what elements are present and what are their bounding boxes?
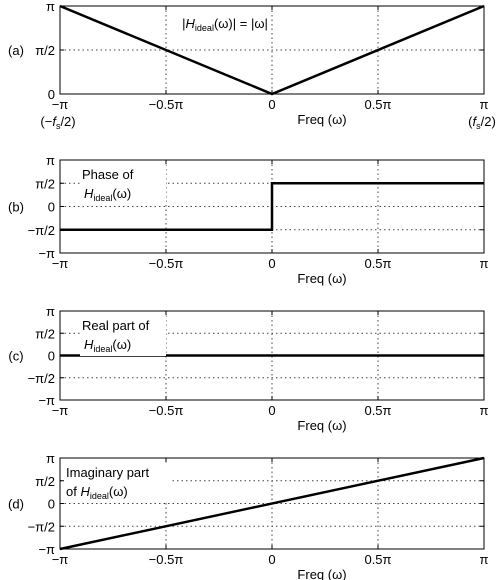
- x-tick-label: π: [480, 97, 489, 112]
- y-tick-label: π/2: [35, 43, 55, 58]
- y-tick-label: −π/2: [28, 519, 55, 534]
- y-tick-label: π/2: [35, 326, 55, 341]
- y-tick-label: −π: [38, 393, 55, 408]
- series-line: [59, 456, 485, 551]
- x-axis-label: Freq (ω): [297, 112, 346, 127]
- x-tick-label: 0.5π: [364, 403, 391, 418]
- x-tick-label: 0.5π: [364, 256, 391, 271]
- series-line: [60, 182, 484, 232]
- y-tick-label: −π/2: [28, 371, 55, 386]
- y-tick-label: π: [46, 153, 55, 168]
- x-tick-label: −π: [52, 97, 69, 112]
- x-extra-label-left-part: (−: [40, 114, 52, 129]
- x-tick-label: −π: [52, 403, 69, 418]
- y-tick-label: 0: [48, 200, 55, 215]
- panel-annotation-line1: Real part of: [82, 318, 150, 333]
- y-tick-label: −π: [38, 246, 55, 261]
- panel-label: (b): [8, 200, 24, 215]
- y-tick-label: π: [46, 304, 55, 319]
- x-extra-label-left-part: f: [52, 114, 57, 129]
- panel-annotation-part: ideal: [195, 23, 214, 33]
- x-tick-label: 0: [268, 403, 275, 418]
- x-axis-label: Freq (ω): [297, 418, 346, 433]
- x-extra-label-left: (−fs/2): [40, 114, 75, 131]
- panel-annotation-line2: Hideal(ω): [84, 337, 131, 354]
- panel-annotation-part: |: [182, 16, 185, 31]
- panel-annotation-line2-part: ideal: [93, 344, 112, 354]
- x-tick-label: 0: [268, 256, 275, 271]
- x-axis-label: Freq (ω): [297, 271, 346, 286]
- x-tick-label: π: [480, 552, 489, 567]
- x-tick-label: π: [480, 403, 489, 418]
- panel-label: (d): [8, 497, 24, 512]
- chart-panel-b: −π −0.5π 0 0.5π π −π −π/2 0 π/2 π (b) Freq (ω) Phase…: [8, 153, 488, 286]
- annotation-background: [80, 316, 166, 356]
- x-extra-label-left-part: s: [56, 121, 61, 131]
- x-tick-label: −0.5π: [149, 97, 184, 112]
- x-tick-label: −0.5π: [149, 552, 184, 567]
- chart-panel-c: −π −0.5π 0 0.5π π −π −π/2 0 π/2 π (c) Freq (ω) Real …: [8, 304, 488, 433]
- x-extra-label-right-part: /2): [481, 114, 496, 129]
- x-extra-label-right-part: s: [476, 121, 481, 131]
- y-tick-label: 0: [48, 349, 55, 364]
- panel-annotation-line1: Imaginary part: [66, 465, 149, 480]
- panel-annotation-line1: Phase of: [82, 167, 134, 182]
- chart-panel-a: −π −0.5π 0 0.5π π0π/2π(a)Freq (ω)(−fs/2) (fs/…: [8, 0, 496, 131]
- x-tick-label: −0.5π: [149, 403, 184, 418]
- y-tick-label: −π: [38, 542, 55, 557]
- panel-label: (a): [8, 43, 24, 58]
- y-tick-label: 0: [48, 497, 55, 512]
- x-extra-label-right: (fs/2): [468, 114, 496, 131]
- chart-panel-d: −π −0.5π 0 0.5π π −π −π/2 0 π/2 π (d) Freq (ω) Imagi…: [8, 451, 488, 580]
- panel-annotation-line2-part: of: [66, 484, 80, 499]
- x-axis-label: Freq (ω): [297, 567, 346, 580]
- panel-annotation-line2-part: ideal: [93, 193, 112, 203]
- x-tick-label: −π: [52, 256, 69, 271]
- y-tick-label: 0: [48, 87, 55, 102]
- x-tick-label: 0.5π: [364, 552, 391, 567]
- x-tick-label: π: [480, 256, 489, 271]
- series-line: [59, 4, 485, 96]
- y-tick-label: π: [46, 0, 55, 14]
- x-extra-label-right-part: f: [473, 114, 478, 129]
- panel-annotation-line2-part: (ω): [109, 484, 128, 499]
- x-extra-label-left-part: /2): [60, 114, 75, 129]
- panel-annotation-line2-part: (ω): [112, 337, 131, 352]
- y-tick-label: −π/2: [28, 223, 55, 238]
- y-tick-label: π/2: [35, 474, 55, 489]
- panel-label: (c): [8, 349, 23, 364]
- panel-annotation-line2: Hideal(ω): [84, 186, 131, 203]
- x-tick-label: 0: [268, 552, 275, 567]
- panel-annotation-line2-part: H: [84, 337, 94, 352]
- x-extra-label-right-part: (: [468, 114, 473, 129]
- x-tick-label: 0.5π: [364, 97, 391, 112]
- panel-annotation-line2-part: H: [84, 186, 94, 201]
- panel-annotation-line2-part: H: [80, 484, 90, 499]
- y-tick-label: π/2: [35, 176, 55, 191]
- panel-annotation-line2: of Hideal(ω): [66, 484, 128, 501]
- panel-annotation-part: (ω)| = |ω|: [214, 16, 268, 31]
- panel-annotation: |Hideal(ω)| = |ω|: [182, 16, 268, 33]
- annotation-background: [64, 463, 172, 503]
- panel-annotation-line2-part: ideal: [90, 491, 109, 501]
- x-tick-label: 0: [268, 97, 275, 112]
- y-tick-label: π: [46, 451, 55, 466]
- annotation-background: [80, 165, 166, 205]
- x-tick-label: −π: [52, 552, 69, 567]
- panel-annotation-line2-part: (ω): [112, 186, 131, 201]
- x-tick-label: −0.5π: [149, 256, 184, 271]
- panel-annotation-part: H: [186, 16, 196, 31]
